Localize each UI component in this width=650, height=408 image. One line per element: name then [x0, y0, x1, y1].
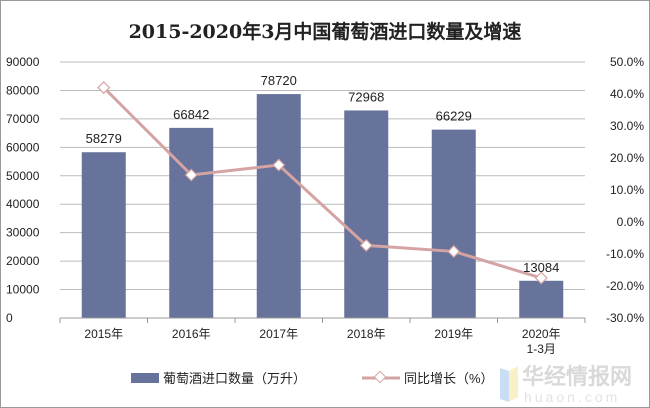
left-tick-label: 80000	[6, 83, 40, 97]
right-tick-label: -30.0%	[606, 311, 644, 325]
growth-point-3	[359, 238, 373, 252]
left-tick-label: 0	[6, 311, 13, 325]
left-tick-label: 50000	[6, 169, 40, 183]
right-tick-label: -20.0%	[606, 279, 644, 293]
growth-point-0	[97, 81, 111, 95]
growth-line	[102, 86, 542, 280]
bar-1	[169, 127, 214, 318]
bar-3	[344, 110, 389, 318]
data-label: 72968	[348, 89, 384, 104]
left-tick-label: 70000	[6, 112, 40, 126]
left-tick-label: 30000	[6, 226, 40, 240]
right-tick-label: 10.0%	[610, 183, 644, 197]
growth-point-4	[447, 244, 461, 258]
right-tick-label: 30.0%	[610, 119, 644, 133]
watermark-sub: huaon.com	[524, 389, 620, 405]
left-tick-label: 10000	[6, 283, 40, 297]
left-tick-label: 20000	[6, 254, 40, 268]
right-tick-label: 40.0%	[610, 87, 644, 101]
legend-bar-swatch	[131, 373, 159, 383]
watermark: 华经情报网 huaon.com	[500, 364, 632, 405]
legend: 葡萄酒进口数量（万升） 同比增长（%）	[131, 370, 494, 386]
watermark-logo-right	[509, 366, 518, 402]
category-label: 2015年	[84, 327, 123, 341]
data-label: 66842	[173, 107, 209, 122]
data-label: 13084	[523, 260, 559, 275]
data-label: 66229	[436, 109, 472, 124]
right-tick-label: 20.0%	[610, 151, 644, 165]
category-label: 2016年	[172, 327, 211, 341]
bar-5	[519, 280, 564, 318]
watermark-logo-left	[500, 368, 509, 402]
category-label: 2020年	[522, 327, 561, 341]
category-label: 1-3月	[527, 342, 556, 356]
left-tick-label: 40000	[6, 197, 40, 211]
right-tick-label: 50.0%	[610, 55, 644, 69]
growth-point-2	[272, 158, 286, 172]
category-label: 2019年	[434, 327, 473, 341]
data-label: 78720	[261, 73, 297, 88]
category-label: 2018年	[347, 327, 386, 341]
growth-point-1	[184, 168, 198, 182]
right-tick-label: -10.0%	[606, 247, 644, 261]
watermark-text: 华经情报网	[522, 364, 632, 389]
growth-point-5	[534, 271, 548, 285]
left-tick-label: 90000	[6, 55, 40, 69]
bar-4	[431, 129, 476, 318]
left-tick-label: 60000	[6, 140, 40, 154]
legend-line-label: 同比增长（%）	[404, 371, 494, 386]
bar-0	[81, 152, 126, 318]
data-label: 58279	[86, 131, 122, 146]
chart-title: 2015-2020年3月中国葡萄酒进口数量及增速	[129, 20, 522, 43]
legend-line-marker	[373, 370, 387, 384]
legend-bar-label: 葡萄酒进口数量（万升）	[163, 371, 306, 386]
category-label: 2017年	[259, 327, 298, 341]
right-tick-label: 0.0%	[617, 215, 645, 229]
bar-2	[256, 94, 301, 319]
